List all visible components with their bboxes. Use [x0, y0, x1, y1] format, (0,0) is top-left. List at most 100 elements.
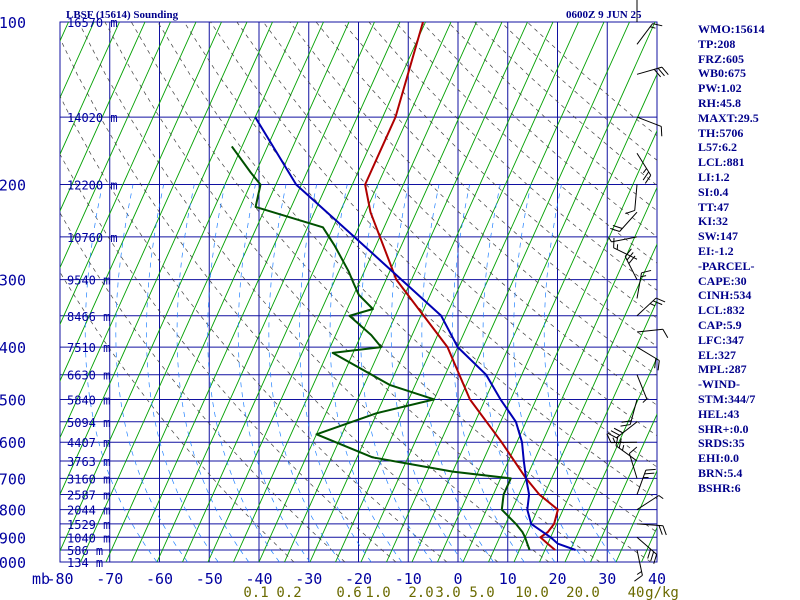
index-item: -PARCEL- — [698, 258, 755, 273]
mixing-ratio-line — [176, 184, 250, 562]
chart-title: LBSF (15614) Sounding — [66, 9, 179, 21]
isotherm-line — [60, 22, 146, 212]
isotherm-line — [60, 22, 273, 496]
mixing-ratio-label: 1.0 — [365, 585, 390, 600]
index-item: STM:344/7 — [698, 391, 756, 406]
mixing-ratio-line — [268, 184, 341, 562]
height-label: 5094 m — [67, 416, 110, 430]
index-item: MPL:287 — [698, 362, 747, 377]
wind-barb — [636, 269, 652, 299]
index-item: EHI:0.0 — [698, 451, 740, 466]
dry-adiabat — [342, 22, 657, 319]
wind-barb — [610, 211, 638, 232]
dry-adiabat — [78, 22, 550, 562]
pressure-tick-label: 100 — [0, 14, 26, 32]
mixing-ratio-line — [84, 184, 158, 562]
temperature-tick-label: 0 — [453, 570, 462, 588]
index-item: LCL:881 — [698, 155, 745, 170]
mixing-ratio-label: 0.2 — [276, 585, 301, 600]
temperature-tick-label: -10 — [395, 570, 422, 588]
mixing-ratio-label: 5.0 — [469, 585, 494, 600]
mixing-ratio-label: 0.6 — [336, 585, 361, 600]
wind-barb — [636, 0, 638, 22]
isotherm-line — [80, 22, 324, 562]
isotherm-line — [309, 22, 554, 562]
mixing-ratio-label: 2.0 — [408, 585, 433, 600]
isotherm-line — [462, 129, 657, 562]
series-parcel-line — [254, 116, 576, 551]
pressure-tick-label: 600 — [0, 434, 26, 452]
mixing-ratio-label: 20.0 — [566, 585, 600, 600]
height-label: 7510 m — [67, 341, 110, 355]
mixing-ratio-line — [543, 184, 617, 562]
index-item: TH:5706 — [698, 125, 744, 140]
height-label: 16570 m — [67, 16, 118, 30]
isotherm-line — [182, 22, 426, 562]
dry-adiabat — [183, 22, 657, 500]
index-item: BRN:5.4 — [698, 465, 743, 480]
isotherm-line — [131, 22, 375, 562]
temperature-tick-label: -60 — [146, 570, 173, 588]
dry-adiabat — [60, 37, 499, 562]
wind-barb — [613, 237, 638, 260]
wind-barb — [636, 346, 660, 371]
temperature-tick-label: -20 — [345, 570, 372, 588]
pressure-tick-label: 500 — [0, 391, 26, 409]
height-label: 2044 m — [67, 504, 110, 518]
series-temperature-line — [364, 22, 559, 551]
height-label: 5840 m — [67, 393, 110, 407]
index-item: LI:1.2 — [698, 169, 730, 184]
isotherm-line — [60, 22, 299, 552]
mixing-ratio-line — [146, 184, 219, 562]
height-label: 14020 m — [67, 111, 118, 125]
index-item: -WIND- — [698, 377, 740, 392]
mixing-ratio-line — [329, 184, 403, 562]
height-label: 586 m — [67, 544, 103, 558]
index-item: WB0:675 — [698, 66, 746, 81]
index-item: CAPE:30 — [698, 273, 747, 288]
height-label: 1040 m — [67, 531, 110, 545]
index-item: SW:147 — [698, 229, 739, 244]
index-item: LFC:347 — [698, 332, 744, 347]
pressure-tick-label: 1000 — [0, 554, 26, 572]
wind-barb — [636, 66, 669, 78]
isotherm-line — [156, 22, 401, 562]
mixing-ratio-line — [390, 184, 464, 562]
wind-barb — [636, 297, 666, 317]
isotherm-line — [60, 22, 171, 269]
wind-barb — [628, 446, 638, 479]
index-item: EI:-1.2 — [698, 243, 734, 258]
dry-adiabat — [130, 22, 652, 562]
pressure-and-temperature-grid — [59, 21, 658, 563]
wind-barb — [636, 495, 664, 511]
isotherm-line — [105, 22, 350, 562]
wind-barb — [636, 536, 658, 564]
index-item: SI:0.4 — [698, 184, 729, 199]
dry-adiabat — [157, 22, 657, 533]
wind-barb — [636, 468, 656, 495]
isotherm-line — [60, 22, 120, 156]
dry-adiabat — [60, 153, 397, 562]
mixing-ratio-line — [299, 184, 372, 562]
indices-panel: WMO:15614 TP:208 FRZ:605 WB0:675 PW:1.02 RH:4… — [698, 22, 765, 496]
isotherm-line — [513, 243, 657, 562]
temperature-tick-label: 10 — [499, 570, 517, 588]
dry-adiabat — [236, 22, 657, 437]
index-item: RH:45.8 — [698, 95, 741, 110]
height-label: 134 m — [67, 556, 103, 570]
height-label: 1529 m — [67, 518, 110, 532]
isotherm-line — [539, 299, 657, 562]
isotherm-line — [233, 22, 477, 562]
height-label: 10760 m — [67, 231, 118, 245]
dry-adiabat — [315, 22, 657, 347]
temperature-tick-label: -40 — [245, 570, 272, 588]
isotherm-line — [335, 22, 579, 562]
index-item: WMO:15614 — [698, 22, 765, 36]
index-item: SRDS:35 — [698, 436, 745, 451]
height-label: 6630 m — [67, 369, 110, 383]
valid-time: 0600Z 9 JUN 25 — [566, 9, 642, 21]
dry-adiabat — [263, 22, 657, 406]
isotherm-line — [615, 469, 657, 562]
mixing-ratio-label: 0.1 — [243, 585, 268, 600]
pressure-tick-label: 400 — [0, 339, 26, 357]
